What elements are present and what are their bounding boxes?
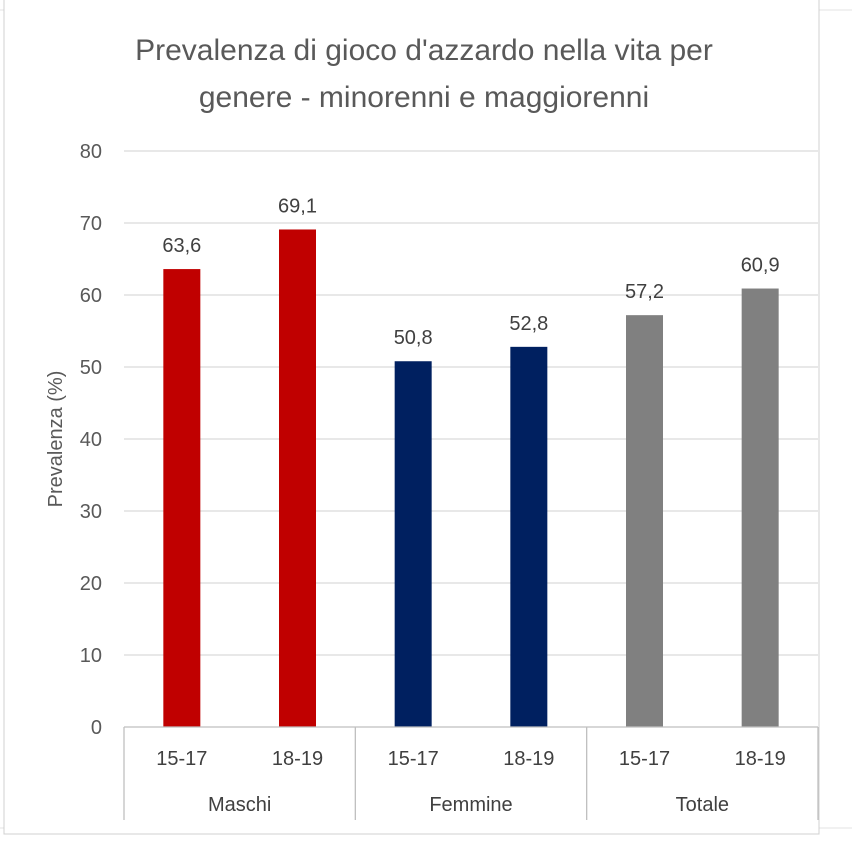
x-tick-label: 18-19 xyxy=(503,748,554,770)
x-tick-label: 18-19 xyxy=(735,748,786,770)
data-labels: 63,6 69,1 50,8 52,8 57,2 60,9 xyxy=(162,195,779,349)
x-tick-label: 15-17 xyxy=(619,748,670,770)
bar-maschi-15-17 xyxy=(163,269,201,727)
data-label: 63,6 xyxy=(162,235,201,257)
y-tick-label: 0 xyxy=(91,717,102,739)
data-label: 57,2 xyxy=(625,281,664,303)
bars xyxy=(163,229,779,728)
y-axis-ticks: 0 10 20 30 40 50 60 70 80 xyxy=(80,141,102,739)
data-label: 50,8 xyxy=(394,327,433,349)
chart-title-line-1: Prevalenza di gioco d'azzardo nella vita… xyxy=(135,34,713,67)
y-tick-label: 40 xyxy=(80,429,102,451)
y-tick-label: 50 xyxy=(80,357,102,379)
x-axis: 15-17 18-19 Maschi 15-17 18-19 Femmine 15-17 18… xyxy=(123,726,819,820)
data-label: 60,9 xyxy=(741,255,780,277)
bar-femmine-15-17 xyxy=(394,361,432,727)
y-tick-label: 30 xyxy=(80,501,102,523)
y-tick-label: 80 xyxy=(80,141,102,163)
y-tick-label: 70 xyxy=(80,213,102,235)
y-tick-label: 20 xyxy=(80,573,102,595)
bar-femmine-18-19 xyxy=(510,346,548,727)
x-tick-label: 15-17 xyxy=(156,748,207,770)
bar-totale-15-17 xyxy=(626,315,663,727)
data-label: 52,8 xyxy=(509,313,548,335)
chart-title-line-2: genere - minorenni e maggiorenni xyxy=(199,81,649,114)
x-tick-label: 15-17 xyxy=(388,748,439,770)
y-axis-label: Prevalenza (%) xyxy=(45,371,67,508)
y-tick-label: 10 xyxy=(80,645,102,667)
x-group-label: Maschi xyxy=(208,794,271,816)
x-group-label: Totale xyxy=(676,794,729,816)
bar-totale-18-19 xyxy=(741,288,779,727)
y-tick-label: 60 xyxy=(80,285,102,307)
gridlines xyxy=(124,150,818,656)
x-tick-label: 18-19 xyxy=(272,748,323,770)
data-label: 69,1 xyxy=(278,195,317,217)
bar-maschi-18-19 xyxy=(279,229,316,728)
x-group-label: Femmine xyxy=(429,794,512,816)
